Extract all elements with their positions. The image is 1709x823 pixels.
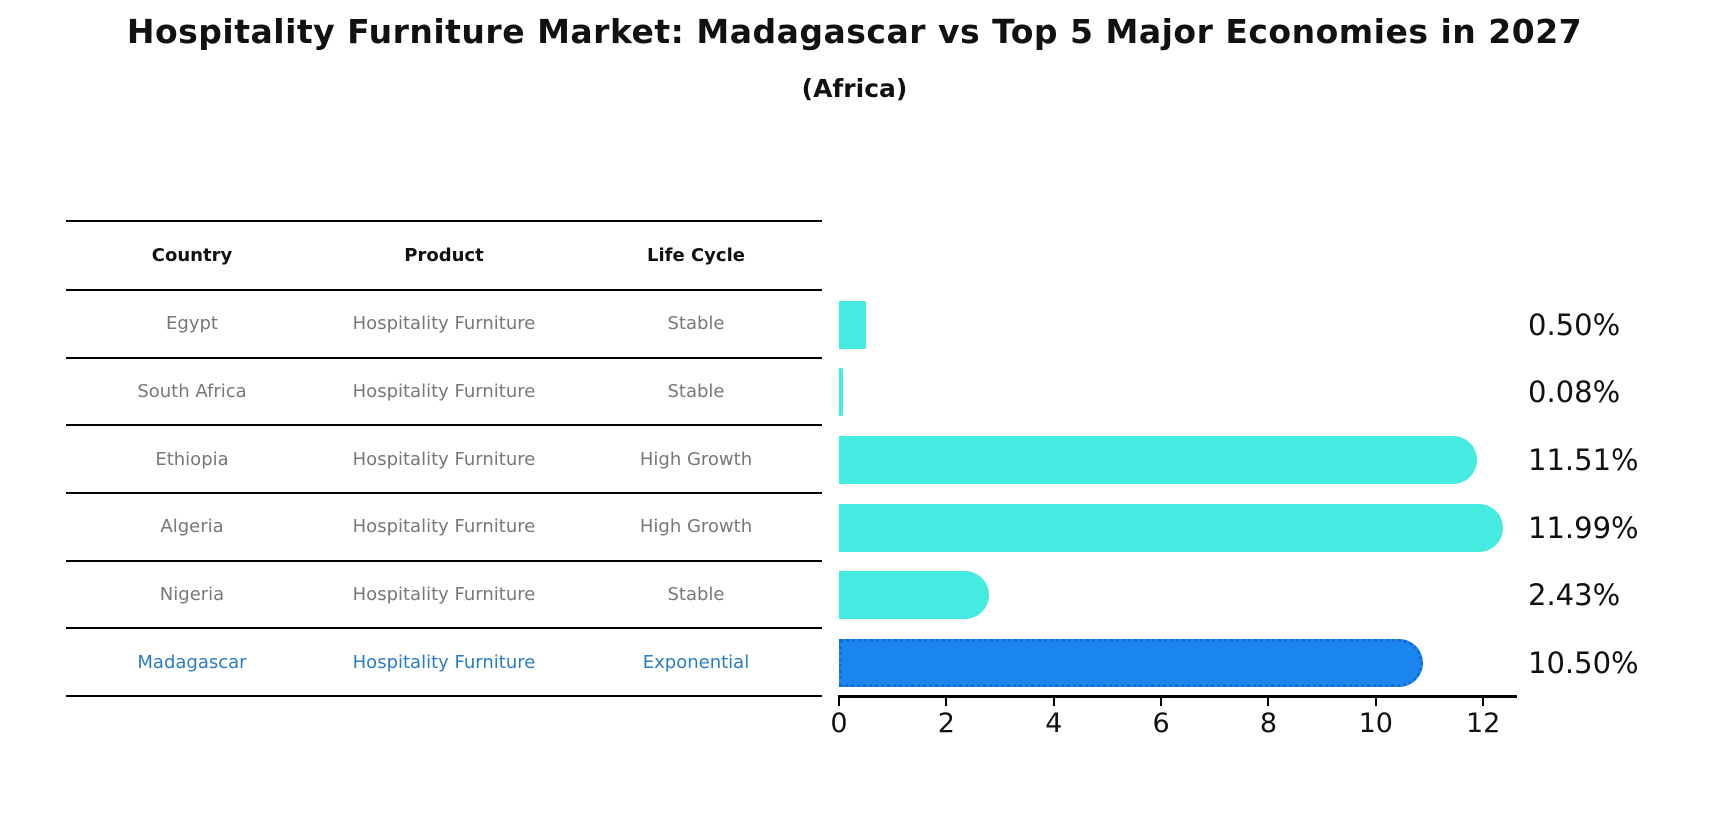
x-axis-line xyxy=(839,695,1517,698)
header-life-cycle: Life Cycle xyxy=(647,245,745,266)
cell-product: Hospitality Furniture xyxy=(352,448,536,470)
bar-slot-south-africa xyxy=(839,359,1517,427)
x-tick-mark xyxy=(1482,695,1485,706)
x-tick-label: 6 xyxy=(1152,708,1170,739)
cell-life-cycle: Exponential xyxy=(642,651,750,673)
cell-life-cycle: High Growth xyxy=(639,448,753,470)
value-label-nigeria: 2.43% xyxy=(1528,578,1621,613)
bar-slot-madagascar xyxy=(839,629,1517,697)
bar-slot-egypt xyxy=(839,291,1517,359)
bar-madagascar xyxy=(839,639,1423,688)
cell-country: Algeria xyxy=(160,516,224,538)
value-label-column: 0.50% 0.08% 11.51% 11.99% 2.43% 10.50% xyxy=(1528,291,1703,697)
header-product: Product xyxy=(404,245,484,266)
cell-product: Hospitality Furniture xyxy=(352,584,536,606)
table-row-madagascar: Madagascar Hospitality Furniture Exponen… xyxy=(66,629,822,698)
country-table: Country Product Life Cycle Egypt Hospita… xyxy=(66,220,822,698)
cell-life-cycle: High Growth xyxy=(639,516,753,538)
x-tick-label: 10 xyxy=(1358,708,1393,739)
x-tick-label: 4 xyxy=(1045,708,1063,739)
cell-life-cycle: Stable xyxy=(667,584,725,606)
cell-country: Nigeria xyxy=(159,584,225,606)
table-row-algeria: Algeria Hospitality Furniture High Growt… xyxy=(66,494,822,562)
chart-title: Hospitality Furniture Market: Madagascar… xyxy=(126,12,1583,51)
value-label-ethiopia: 11.51% xyxy=(1528,443,1639,478)
cell-product: Hospitality Furniture xyxy=(352,516,536,538)
x-tick-label: 12 xyxy=(1465,708,1501,739)
x-tick-mark xyxy=(1374,695,1377,706)
table-header-row: Country Product Life Cycle xyxy=(66,220,822,291)
table-row-ethiopia: Ethiopia Hospitality Furniture High Grow… xyxy=(66,426,822,495)
value-label-egypt: 0.50% xyxy=(1528,307,1621,342)
chart-subtitle: (Africa) xyxy=(801,74,908,103)
value-label-madagascar: 10.50% xyxy=(1528,646,1639,681)
table-row-nigeria: Nigeria Hospitality Furniture Stable xyxy=(66,562,822,630)
x-tick-mark xyxy=(1160,695,1163,706)
cell-product: Hospitality Furniture xyxy=(352,381,536,403)
cell-product: Hospitality Furniture xyxy=(352,651,536,673)
bar-ethiopia xyxy=(839,436,1477,485)
cell-country: Ethiopia xyxy=(155,448,229,470)
bar-slot-algeria xyxy=(839,494,1517,562)
table-row-egypt: Egypt Hospitality Furniture Stable xyxy=(66,291,822,359)
value-label-algeria: 11.99% xyxy=(1528,510,1639,545)
bar-algeria xyxy=(839,503,1503,552)
x-tick-label: 2 xyxy=(937,708,955,739)
bar-egypt xyxy=(839,300,866,349)
table-row-south-africa: South Africa Hospitality Furniture Stabl… xyxy=(66,359,822,427)
x-tick-mark xyxy=(945,695,948,706)
cell-life-cycle: Stable xyxy=(667,313,725,335)
cell-country: South Africa xyxy=(137,381,247,403)
bar-plot-area xyxy=(839,291,1517,697)
bar-south-africa xyxy=(839,368,844,417)
cell-life-cycle: Stable xyxy=(667,381,725,403)
cell-product: Hospitality Furniture xyxy=(352,313,536,335)
x-tick-label: 0 xyxy=(830,708,848,739)
header-country: Country xyxy=(151,245,233,266)
x-tick-mark xyxy=(1267,695,1270,706)
bar-slot-nigeria xyxy=(839,562,1517,630)
value-label-south-africa: 0.08% xyxy=(1528,375,1621,410)
x-tick-label: 8 xyxy=(1259,708,1278,739)
cell-country: Madagascar xyxy=(137,651,247,673)
bar-nigeria xyxy=(839,571,990,620)
x-tick-mark xyxy=(1052,695,1055,706)
bar-slot-ethiopia xyxy=(839,426,1517,494)
cell-country: Egypt xyxy=(166,313,218,335)
x-tick-mark xyxy=(838,695,840,706)
